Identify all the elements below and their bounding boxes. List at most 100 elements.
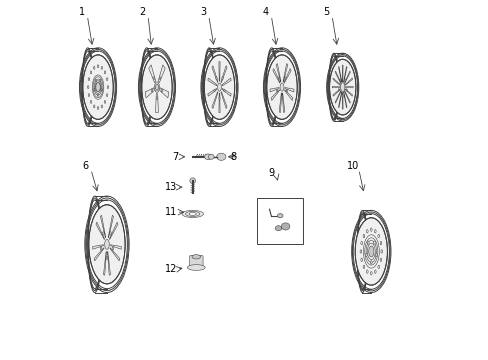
Ellipse shape bbox=[100, 80, 101, 82]
Ellipse shape bbox=[90, 100, 92, 103]
Polygon shape bbox=[284, 87, 293, 92]
Ellipse shape bbox=[370, 261, 371, 264]
Ellipse shape bbox=[97, 65, 99, 68]
Ellipse shape bbox=[340, 82, 344, 92]
Ellipse shape bbox=[104, 239, 109, 249]
Ellipse shape bbox=[204, 55, 234, 120]
Polygon shape bbox=[343, 67, 346, 82]
Ellipse shape bbox=[93, 105, 95, 108]
Polygon shape bbox=[279, 93, 281, 112]
Ellipse shape bbox=[213, 89, 215, 92]
Ellipse shape bbox=[339, 79, 340, 81]
Ellipse shape bbox=[215, 77, 217, 80]
Ellipse shape bbox=[377, 234, 379, 238]
Polygon shape bbox=[284, 90, 292, 100]
Polygon shape bbox=[207, 78, 216, 86]
Ellipse shape bbox=[286, 89, 287, 92]
Polygon shape bbox=[211, 92, 218, 108]
Polygon shape bbox=[219, 62, 220, 81]
Ellipse shape bbox=[363, 234, 364, 238]
Polygon shape bbox=[145, 88, 154, 98]
Polygon shape bbox=[276, 64, 281, 82]
Ellipse shape bbox=[359, 250, 361, 253]
Ellipse shape bbox=[96, 82, 100, 92]
Ellipse shape bbox=[87, 86, 89, 89]
Ellipse shape bbox=[159, 77, 161, 80]
Ellipse shape bbox=[88, 78, 89, 81]
Ellipse shape bbox=[276, 89, 277, 92]
Ellipse shape bbox=[338, 89, 339, 91]
Polygon shape bbox=[148, 65, 155, 83]
Ellipse shape bbox=[281, 97, 282, 99]
Ellipse shape bbox=[156, 97, 157, 100]
Text: 10: 10 bbox=[346, 161, 359, 171]
Ellipse shape bbox=[90, 71, 92, 74]
Ellipse shape bbox=[106, 78, 108, 81]
Polygon shape bbox=[109, 222, 118, 239]
Ellipse shape bbox=[342, 95, 343, 97]
Ellipse shape bbox=[151, 89, 152, 92]
Ellipse shape bbox=[110, 232, 111, 235]
Polygon shape bbox=[345, 78, 352, 85]
Polygon shape bbox=[269, 87, 279, 92]
Ellipse shape bbox=[100, 247, 102, 250]
Text: 3: 3 bbox=[200, 7, 206, 17]
Ellipse shape bbox=[104, 100, 105, 103]
Ellipse shape bbox=[154, 82, 159, 93]
Text: 6: 6 bbox=[82, 161, 88, 171]
Polygon shape bbox=[103, 252, 106, 275]
Ellipse shape bbox=[208, 154, 214, 159]
Polygon shape bbox=[334, 91, 340, 103]
Ellipse shape bbox=[366, 270, 367, 273]
Ellipse shape bbox=[366, 230, 367, 233]
Ellipse shape bbox=[354, 218, 386, 285]
Ellipse shape bbox=[373, 241, 374, 244]
Polygon shape bbox=[342, 93, 343, 109]
Ellipse shape bbox=[281, 223, 289, 230]
Ellipse shape bbox=[97, 94, 99, 96]
Polygon shape bbox=[211, 66, 218, 82]
Ellipse shape bbox=[101, 66, 102, 69]
Ellipse shape bbox=[106, 256, 107, 260]
Ellipse shape bbox=[329, 59, 355, 115]
Polygon shape bbox=[221, 92, 226, 108]
Polygon shape bbox=[284, 68, 290, 83]
Ellipse shape bbox=[216, 153, 225, 160]
Ellipse shape bbox=[278, 77, 279, 80]
Ellipse shape bbox=[366, 241, 368, 244]
Polygon shape bbox=[107, 252, 110, 275]
Ellipse shape bbox=[217, 83, 221, 91]
Ellipse shape bbox=[82, 55, 113, 120]
Text: 9: 9 bbox=[268, 168, 274, 178]
Ellipse shape bbox=[88, 94, 89, 96]
Polygon shape bbox=[342, 65, 343, 82]
Polygon shape bbox=[343, 92, 346, 108]
Ellipse shape bbox=[379, 258, 381, 261]
Polygon shape bbox=[207, 89, 216, 96]
Ellipse shape bbox=[189, 178, 195, 184]
Ellipse shape bbox=[219, 97, 220, 99]
Text: 2: 2 bbox=[139, 7, 145, 17]
Ellipse shape bbox=[94, 89, 95, 91]
Ellipse shape bbox=[380, 250, 382, 253]
Ellipse shape bbox=[102, 232, 104, 235]
Polygon shape bbox=[344, 91, 349, 103]
Ellipse shape bbox=[374, 270, 375, 273]
Polygon shape bbox=[338, 67, 341, 82]
Polygon shape bbox=[338, 92, 341, 108]
Polygon shape bbox=[332, 89, 340, 96]
Polygon shape bbox=[92, 245, 103, 249]
Ellipse shape bbox=[97, 107, 99, 109]
Ellipse shape bbox=[153, 77, 154, 80]
Ellipse shape bbox=[360, 258, 362, 261]
Ellipse shape bbox=[375, 253, 376, 256]
Ellipse shape bbox=[101, 89, 102, 91]
Ellipse shape bbox=[280, 83, 284, 91]
Ellipse shape bbox=[344, 79, 345, 81]
Ellipse shape bbox=[161, 89, 163, 92]
Ellipse shape bbox=[222, 77, 223, 80]
Polygon shape bbox=[344, 71, 349, 84]
Ellipse shape bbox=[93, 66, 95, 69]
Polygon shape bbox=[272, 68, 280, 83]
Ellipse shape bbox=[374, 230, 375, 233]
